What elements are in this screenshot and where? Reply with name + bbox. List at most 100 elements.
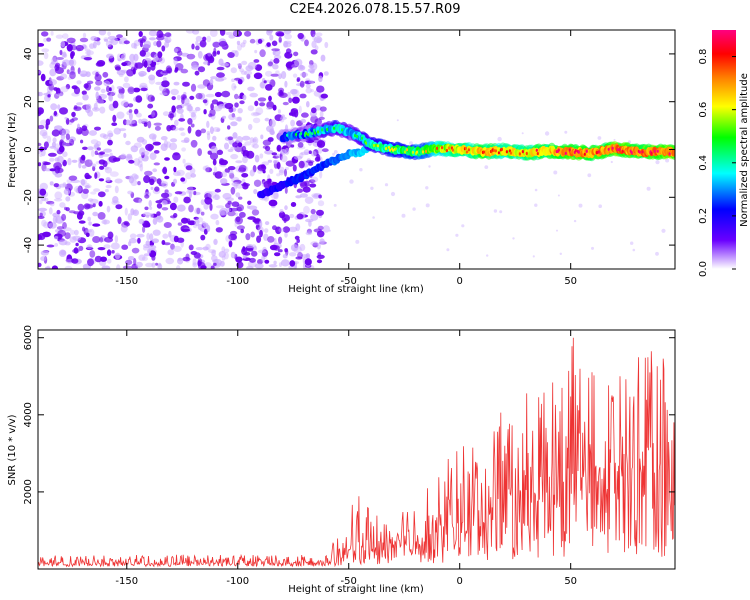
noise-cell xyxy=(106,249,112,256)
noise-cell xyxy=(87,110,94,117)
noise-cell xyxy=(277,249,283,253)
noise-cell xyxy=(51,141,57,148)
noise-cell xyxy=(260,134,264,140)
noise-cell xyxy=(261,254,266,263)
noise-cell xyxy=(288,112,294,116)
noise-cell xyxy=(166,125,172,132)
noise-cell xyxy=(49,168,57,172)
noise-cell xyxy=(105,184,112,189)
noise-cell xyxy=(143,60,148,68)
signal-cell xyxy=(465,150,468,154)
signal-cell xyxy=(525,151,528,156)
noise-cell xyxy=(247,61,257,70)
noise-cell xyxy=(174,119,179,126)
noise-cell xyxy=(149,152,157,160)
x-tick-label: -50 xyxy=(341,576,357,587)
noise-cell xyxy=(240,70,247,75)
noise-cell xyxy=(44,266,51,269)
noise-cell xyxy=(89,198,99,204)
noise-cell xyxy=(41,31,49,37)
noise-cell xyxy=(246,248,254,252)
noise-cell xyxy=(245,233,251,241)
noise-cell xyxy=(99,165,105,170)
noise-cell xyxy=(192,262,198,268)
signal-cell xyxy=(424,149,428,153)
noise-cell xyxy=(114,178,123,184)
noise-cell xyxy=(212,41,221,48)
noise-cell xyxy=(95,99,105,104)
noise-cell xyxy=(135,112,142,118)
noise-cell xyxy=(135,95,143,103)
noise-cell xyxy=(38,207,48,212)
noise-cell xyxy=(51,129,60,137)
noise-cell xyxy=(236,204,244,212)
noise-cell xyxy=(210,265,215,269)
x-tick-label: 50 xyxy=(564,576,577,587)
signal-cell xyxy=(451,148,454,152)
noise-cell xyxy=(132,209,139,216)
noise-cell xyxy=(65,196,71,202)
noise-cell xyxy=(183,137,190,144)
noise-cell xyxy=(138,70,147,77)
noise-cell xyxy=(318,116,325,120)
noise-cell xyxy=(177,257,184,265)
noise-cell xyxy=(209,109,216,117)
noise-cell xyxy=(203,53,212,62)
noise-cell xyxy=(82,32,87,38)
noise-cell xyxy=(316,37,322,44)
noise-cell xyxy=(98,30,107,36)
noise-cell xyxy=(180,68,189,74)
noise-cell xyxy=(187,220,196,226)
signal-cell xyxy=(500,147,503,151)
noise-cell xyxy=(200,234,206,241)
noise-cell xyxy=(94,150,98,156)
noise-cell xyxy=(270,130,275,136)
signal-cell xyxy=(611,146,614,150)
x-tick-label: -150 xyxy=(115,576,138,587)
noise-cell xyxy=(173,235,179,243)
noise-cell xyxy=(40,250,49,256)
noise-cell xyxy=(251,209,260,216)
y-tick-label: 40 xyxy=(23,48,34,61)
noise-cell xyxy=(66,37,76,44)
noise-cell xyxy=(50,103,58,111)
noise-cell xyxy=(249,92,258,98)
y-tick-label: 2000 xyxy=(23,479,34,504)
noise-cell xyxy=(108,94,114,102)
noise-cell xyxy=(315,32,323,37)
noise-cell xyxy=(230,153,239,160)
spectrogram-ylabel: Frequency (Hz) xyxy=(7,112,18,188)
noise-cell xyxy=(212,41,221,48)
noise-cell xyxy=(257,97,267,102)
noise-cell xyxy=(97,247,106,251)
noise-cell xyxy=(151,262,156,268)
noise-cell xyxy=(84,185,91,189)
signal-cell xyxy=(464,146,467,150)
noise-cell xyxy=(240,228,244,234)
noise-cell xyxy=(296,188,303,193)
noise-cell xyxy=(311,150,317,157)
noise-cell xyxy=(112,114,117,123)
noise-cell xyxy=(154,186,160,192)
noise-cell xyxy=(227,210,236,217)
noise-cell xyxy=(224,102,234,110)
noise-cell xyxy=(207,191,217,199)
noise-cell xyxy=(271,152,278,156)
noise-cell xyxy=(46,200,55,205)
noise-cell xyxy=(221,115,227,119)
noise-cell xyxy=(246,244,254,249)
noise-cell xyxy=(147,120,152,129)
noise-cell xyxy=(170,215,177,219)
noise-cell xyxy=(328,229,331,232)
noise-cell xyxy=(298,160,305,169)
colorbar-ticks: 0.0 0.2 0.4 0.6 0.8 xyxy=(698,49,736,277)
noise-cell xyxy=(300,118,307,124)
noise-cell xyxy=(205,167,213,173)
noise-cell xyxy=(128,159,135,164)
noise-cell xyxy=(164,32,172,38)
noise-cell xyxy=(38,107,44,115)
noise-cell xyxy=(90,149,95,157)
noise-cell xyxy=(124,207,128,216)
noise-cell xyxy=(187,105,194,112)
noise-cell xyxy=(54,191,63,200)
